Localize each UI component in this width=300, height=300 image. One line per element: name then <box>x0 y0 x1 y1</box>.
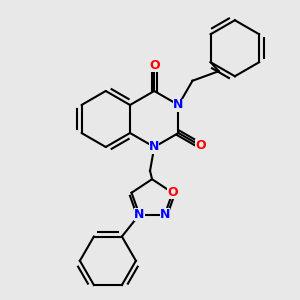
Text: N: N <box>149 140 159 154</box>
Text: O: O <box>167 186 178 199</box>
Text: O: O <box>195 139 206 152</box>
Text: N: N <box>173 98 184 112</box>
Text: N: N <box>134 208 145 221</box>
Text: N: N <box>160 208 170 221</box>
Text: O: O <box>149 59 160 72</box>
